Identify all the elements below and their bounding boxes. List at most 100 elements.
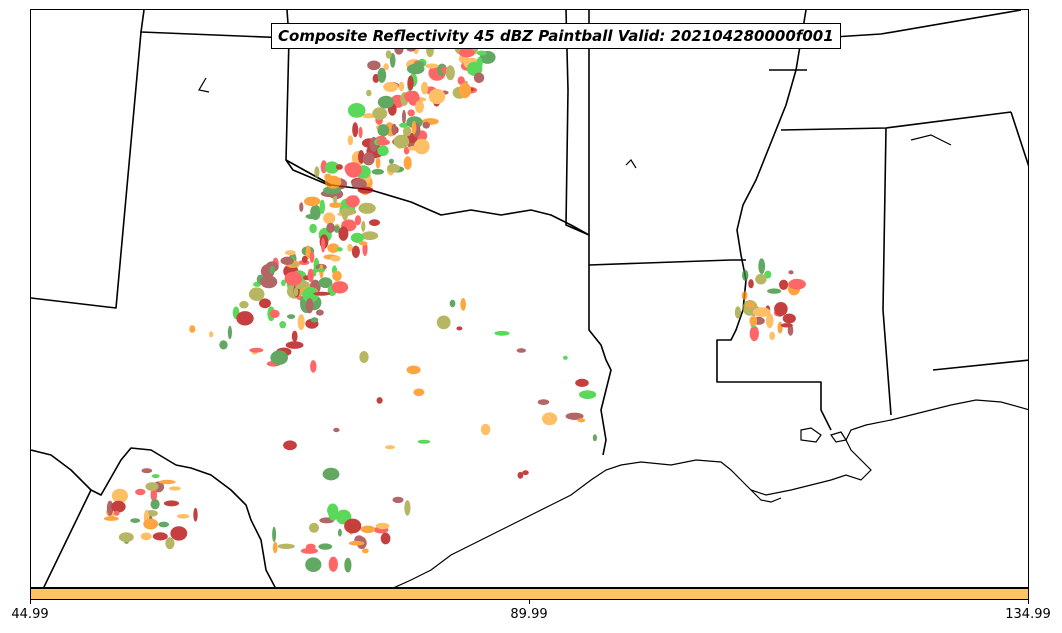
reflectivity-blob <box>741 291 748 300</box>
reflectivity-blob <box>413 138 430 155</box>
reflectivity-blob <box>376 397 383 404</box>
reflectivity-blob <box>764 270 772 279</box>
reflectivity-blob <box>777 321 783 334</box>
reflectivity-blob <box>358 241 368 246</box>
reflectivity-blob <box>305 298 314 314</box>
reflectivity-blob <box>350 232 364 243</box>
reflectivity-blob <box>163 500 180 507</box>
reflectivity-blob <box>354 215 362 226</box>
reflectivity-blob <box>389 53 396 68</box>
reflectivity-blob <box>404 500 411 516</box>
reflectivity-blob <box>788 278 806 290</box>
reflectivity-blob <box>436 315 451 330</box>
reflectivity-blob <box>577 418 586 423</box>
reflectivity-blob <box>358 126 363 139</box>
reflectivity-blob <box>398 81 405 92</box>
reflectivity-blob <box>330 255 341 262</box>
reflectivity-blob <box>372 107 388 120</box>
map-title: Composite Reflectivity 45 dBZ Paintball … <box>271 23 841 49</box>
reflectivity-blob <box>165 537 175 550</box>
reflectivity-blob <box>114 510 120 516</box>
reflectivity-blob <box>391 123 397 136</box>
colorbar-tick-label: 89.99 <box>510 607 548 622</box>
reflectivity-blob <box>362 152 375 166</box>
reflectivity-blob <box>329 202 342 208</box>
reflectivity-blob <box>411 120 417 135</box>
reflectivity-blob <box>140 532 152 541</box>
reflectivity-blob <box>758 258 766 275</box>
reflectivity-blob <box>480 423 491 436</box>
reflectivity-blob <box>143 518 159 530</box>
reflectivity-blob <box>304 196 321 207</box>
reflectivity-blob <box>103 516 119 521</box>
reflectivity-blob <box>780 323 793 328</box>
reflectivity-blob <box>130 518 141 523</box>
reflectivity-blob <box>269 265 276 274</box>
reflectivity-blob <box>742 269 749 281</box>
map-panel: Composite Reflectivity 45 dBZ Paintball … <box>30 9 1029 588</box>
reflectivity-blob <box>407 109 415 117</box>
reflectivity-blob <box>748 279 754 289</box>
reflectivity-blob <box>422 121 430 129</box>
colorbar-tick <box>30 599 31 604</box>
reflectivity-paintball-layer <box>103 23 806 573</box>
reflectivity-blob <box>335 164 343 170</box>
reflectivity-blob <box>357 186 374 194</box>
colorbar-tick-label: 134.99 <box>1005 607 1051 622</box>
reflectivity-blob <box>476 50 487 56</box>
reflectivity-blob <box>309 251 315 263</box>
reflectivity-blob <box>522 470 529 476</box>
reflectivity-blob <box>333 225 340 233</box>
reflectivity-blob <box>189 325 196 333</box>
reflectivity-blob <box>749 316 758 326</box>
reflectivity-blob <box>219 340 228 350</box>
reflectivity-blob <box>337 528 342 537</box>
reflectivity-blob <box>352 122 359 138</box>
reflectivity-blob <box>338 226 349 241</box>
reflectivity-blob <box>326 222 335 233</box>
reflectivity-blob <box>309 522 319 533</box>
colorbar-tick <box>1028 599 1029 604</box>
reflectivity-blob <box>272 541 278 554</box>
reflectivity-blob <box>383 63 389 71</box>
reflectivity-blob <box>145 482 159 491</box>
reflectivity-blob <box>413 388 425 397</box>
reflectivity-blob <box>361 231 379 241</box>
reflectivity-blob <box>302 287 319 303</box>
reflectivity-blob <box>360 525 376 534</box>
reflectivity-blob <box>774 302 788 316</box>
reflectivity-blob <box>388 158 394 164</box>
reflectivity-blob <box>118 532 134 543</box>
reflectivity-blob <box>348 540 365 546</box>
reflectivity-blob <box>406 365 421 375</box>
state-boundaries <box>31 10 1028 587</box>
reflectivity-blob <box>347 135 354 146</box>
reflectivity-blob <box>279 321 287 329</box>
reflectivity-blob <box>176 514 190 519</box>
reflectivity-blob <box>384 83 391 92</box>
reflectivity-blob <box>765 313 774 329</box>
reflectivity-blob <box>310 204 321 220</box>
reflectivity-blob <box>445 65 455 81</box>
reflectivity-blob <box>345 195 360 208</box>
reflectivity-blob <box>362 242 368 257</box>
reflectivity-blob <box>421 81 429 95</box>
reflectivity-blob <box>415 100 424 113</box>
reflectivity-blob <box>362 548 369 554</box>
reflectivity-blob <box>458 82 472 99</box>
reflectivity-blob <box>407 75 414 91</box>
reflectivity-blob <box>106 500 114 516</box>
reflectivity-blob <box>347 103 366 118</box>
reflectivity-blob <box>324 161 340 174</box>
reflectivity-blob <box>332 270 342 282</box>
reflectivity-blob <box>745 301 756 308</box>
reflectivity-blob <box>392 496 404 504</box>
reflectivity-blob <box>310 360 317 373</box>
reflectivity-blob <box>517 471 524 479</box>
reflectivity-blob <box>297 314 305 331</box>
reflectivity-blob <box>318 277 333 289</box>
reflectivity-blob <box>516 348 526 353</box>
reflectivity-blob <box>307 268 314 282</box>
reflectivity-blob <box>141 468 153 474</box>
reflectivity-blob <box>291 330 298 342</box>
